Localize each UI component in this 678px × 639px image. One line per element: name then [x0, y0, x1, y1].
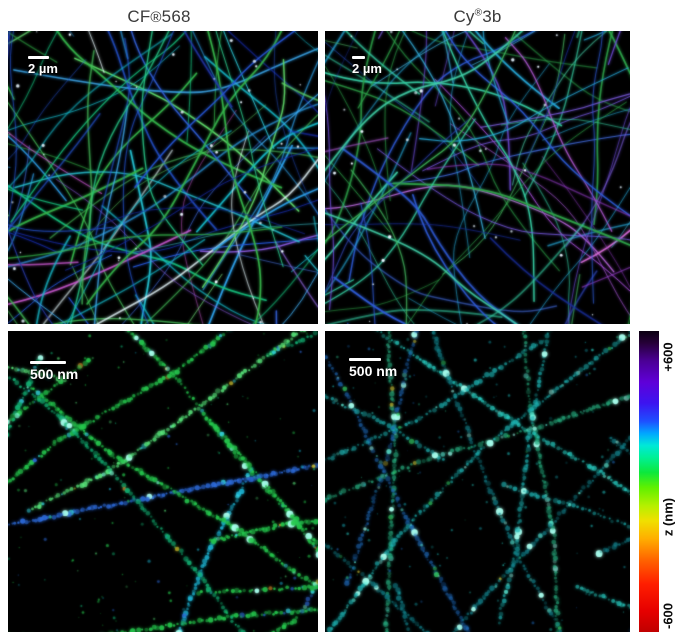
scale-bar-label: 500 nm	[30, 366, 79, 382]
scale-bar: 2 µm	[28, 56, 58, 76]
scale-bar-line	[349, 358, 381, 361]
micrograph-image	[325, 31, 630, 324]
micrograph-image	[325, 331, 630, 632]
scale-bar-line	[30, 361, 66, 364]
scale-bar: 500 nm	[349, 358, 397, 379]
micrograph-cy3b-zoom: 500 nm	[325, 331, 630, 632]
title-text: 568	[161, 7, 191, 26]
title-text: 3b	[482, 7, 502, 26]
scale-bar-label: 500 nm	[349, 363, 398, 379]
micrograph-cf568-overview: 2 µm	[8, 31, 318, 324]
colorbar-axis-label: z (nm)	[660, 497, 676, 537]
column-title-cf568: CF®568	[0, 5, 318, 29]
z-depth-colorbar	[639, 331, 659, 632]
title-text: CF	[127, 7, 151, 26]
colorbar-min-label: -600	[660, 602, 676, 630]
scale-bar: 2 µm	[352, 56, 382, 76]
registered-trademark-symbol: ®	[474, 7, 483, 19]
colorbar-max-label: +600	[660, 342, 676, 372]
scale-bar-label: 2 µm	[28, 61, 58, 76]
micrograph-cf568-zoom: 500 nm	[8, 331, 318, 632]
title-text: Cy	[453, 7, 475, 26]
scale-bar-line	[28, 56, 49, 59]
scale-bar: 500 nm	[30, 361, 78, 382]
micrograph-image	[8, 331, 318, 632]
registered-trademark-symbol: ®	[150, 9, 162, 26]
scale-bar-label: 2 µm	[352, 61, 382, 76]
column-title-cy3b: Cy®3b	[325, 5, 630, 29]
micrograph-image	[8, 31, 318, 324]
scale-bar-line	[352, 56, 365, 59]
micrograph-cy3b-overview: 2 µm	[325, 31, 630, 324]
